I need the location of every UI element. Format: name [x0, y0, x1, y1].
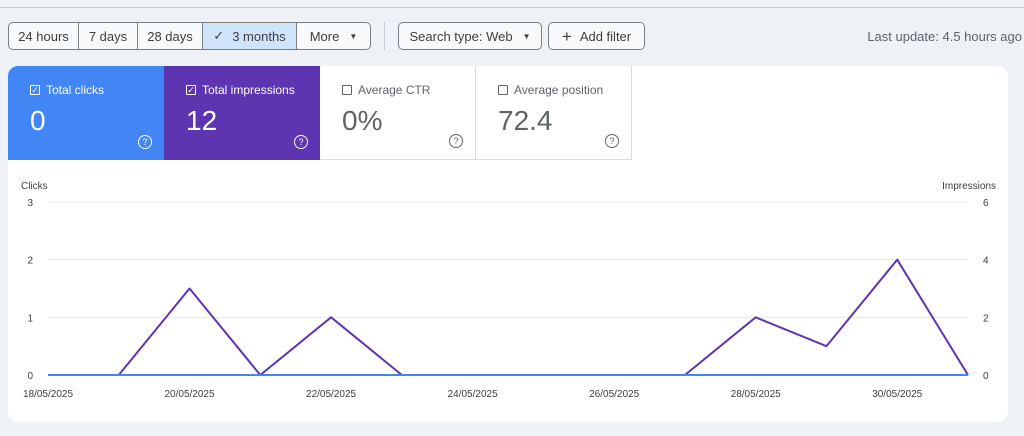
metric-total-clicks[interactable]: ✓ Total clicks 0 ? [8, 66, 164, 160]
top-divider [0, 7, 1024, 8]
help-icon[interactable]: ? [449, 134, 463, 148]
range-label: 24 hours [18, 28, 69, 44]
metric-value: 72.4 [498, 105, 553, 136]
metric-value: 0% [342, 105, 383, 136]
right-axis-title: Impressions [942, 181, 996, 192]
y-left-tick-label: 1 [27, 313, 33, 324]
x-tick-label: 30/05/2025 [872, 389, 922, 400]
range-28-days-button[interactable]: 28 days [138, 22, 203, 50]
y-right-tick-label: 0 [983, 371, 989, 382]
x-tick-label: 24/05/2025 [448, 389, 498, 400]
x-tick-label: 22/05/2025 [306, 389, 356, 400]
range-label: 28 days [147, 28, 193, 44]
help-icon[interactable]: ? [138, 135, 152, 149]
x-tick-label: 26/05/2025 [589, 389, 639, 400]
metric-total-impressions[interactable]: ✓ Total impressions 12 ? [164, 66, 320, 160]
add-filter-label: Add filter [579, 28, 632, 44]
performance-card: ✓ Total clicks 0 ? ✓ Total impressions 12 … [8, 66, 1008, 422]
x-tick-label: 28/05/2025 [731, 389, 781, 400]
range-24-hours-button[interactable]: 24 hours [8, 22, 79, 50]
more-label: More [309, 28, 340, 44]
range-7-days-button[interactable]: 7 days [79, 22, 138, 50]
checkbox-checked-icon[interactable]: ✓ [186, 84, 196, 95]
last-update-text: Last update: 4.5 hours ago [867, 29, 1022, 44]
metric-value: 0 [30, 105, 46, 136]
check-icon: ✓ [213, 28, 225, 43]
range-label: 3 months [232, 28, 286, 44]
performance-chart: 0 1 2 3 0 2 4 6 18/05/2025 20/05/2025 22/05/2025 24… [23, 198, 989, 400]
x-tick-label: 18/05/2025 [23, 389, 73, 400]
help-icon[interactable]: ? [605, 134, 619, 148]
add-filter-button[interactable]: + Add filter [548, 22, 645, 50]
metric-label: Total clicks [46, 83, 105, 97]
y-right-tick-label: 4 [983, 256, 989, 267]
y-right-tick-label: 2 [983, 313, 989, 324]
search-type-label: Search type: Web [409, 28, 513, 44]
metric-label: Average position [514, 83, 604, 97]
metric-average-position[interactable]: Average position 72.4 ? [476, 66, 632, 160]
checkbox-checked-icon[interactable]: ✓ [30, 84, 40, 95]
toolbar-divider [384, 22, 385, 50]
y-right-tick-label: 6 [983, 198, 989, 209]
plus-icon: + [561, 26, 572, 46]
checkbox-unchecked-icon[interactable] [498, 85, 508, 95]
y-left-tick-label: 0 [27, 371, 33, 382]
y-left-tick-label: 3 [27, 198, 33, 209]
metric-label: Average CTR [358, 83, 431, 97]
range-label: 7 days [88, 28, 128, 44]
metric-value: 12 [186, 105, 218, 136]
search-type-dropdown[interactable]: Search type: Web ▼ [398, 22, 542, 50]
x-tick-label: 20/05/2025 [165, 389, 215, 400]
more-dropdown[interactable]: More ▼ [297, 22, 371, 50]
metric-average-ctr[interactable]: Average CTR 0% ? [320, 66, 476, 160]
metric-label: Total impressions [202, 83, 295, 97]
caret-down-icon: ▼ [349, 31, 358, 41]
y-left-tick-label: 2 [27, 256, 33, 267]
help-icon[interactable]: ? [294, 135, 308, 149]
range-3-months-button[interactable]: ✓ 3 months [203, 22, 297, 50]
left-axis-title: Clicks [21, 181, 48, 192]
checkbox-unchecked-icon[interactable] [342, 85, 352, 95]
caret-down-icon: ▼ [522, 31, 531, 41]
